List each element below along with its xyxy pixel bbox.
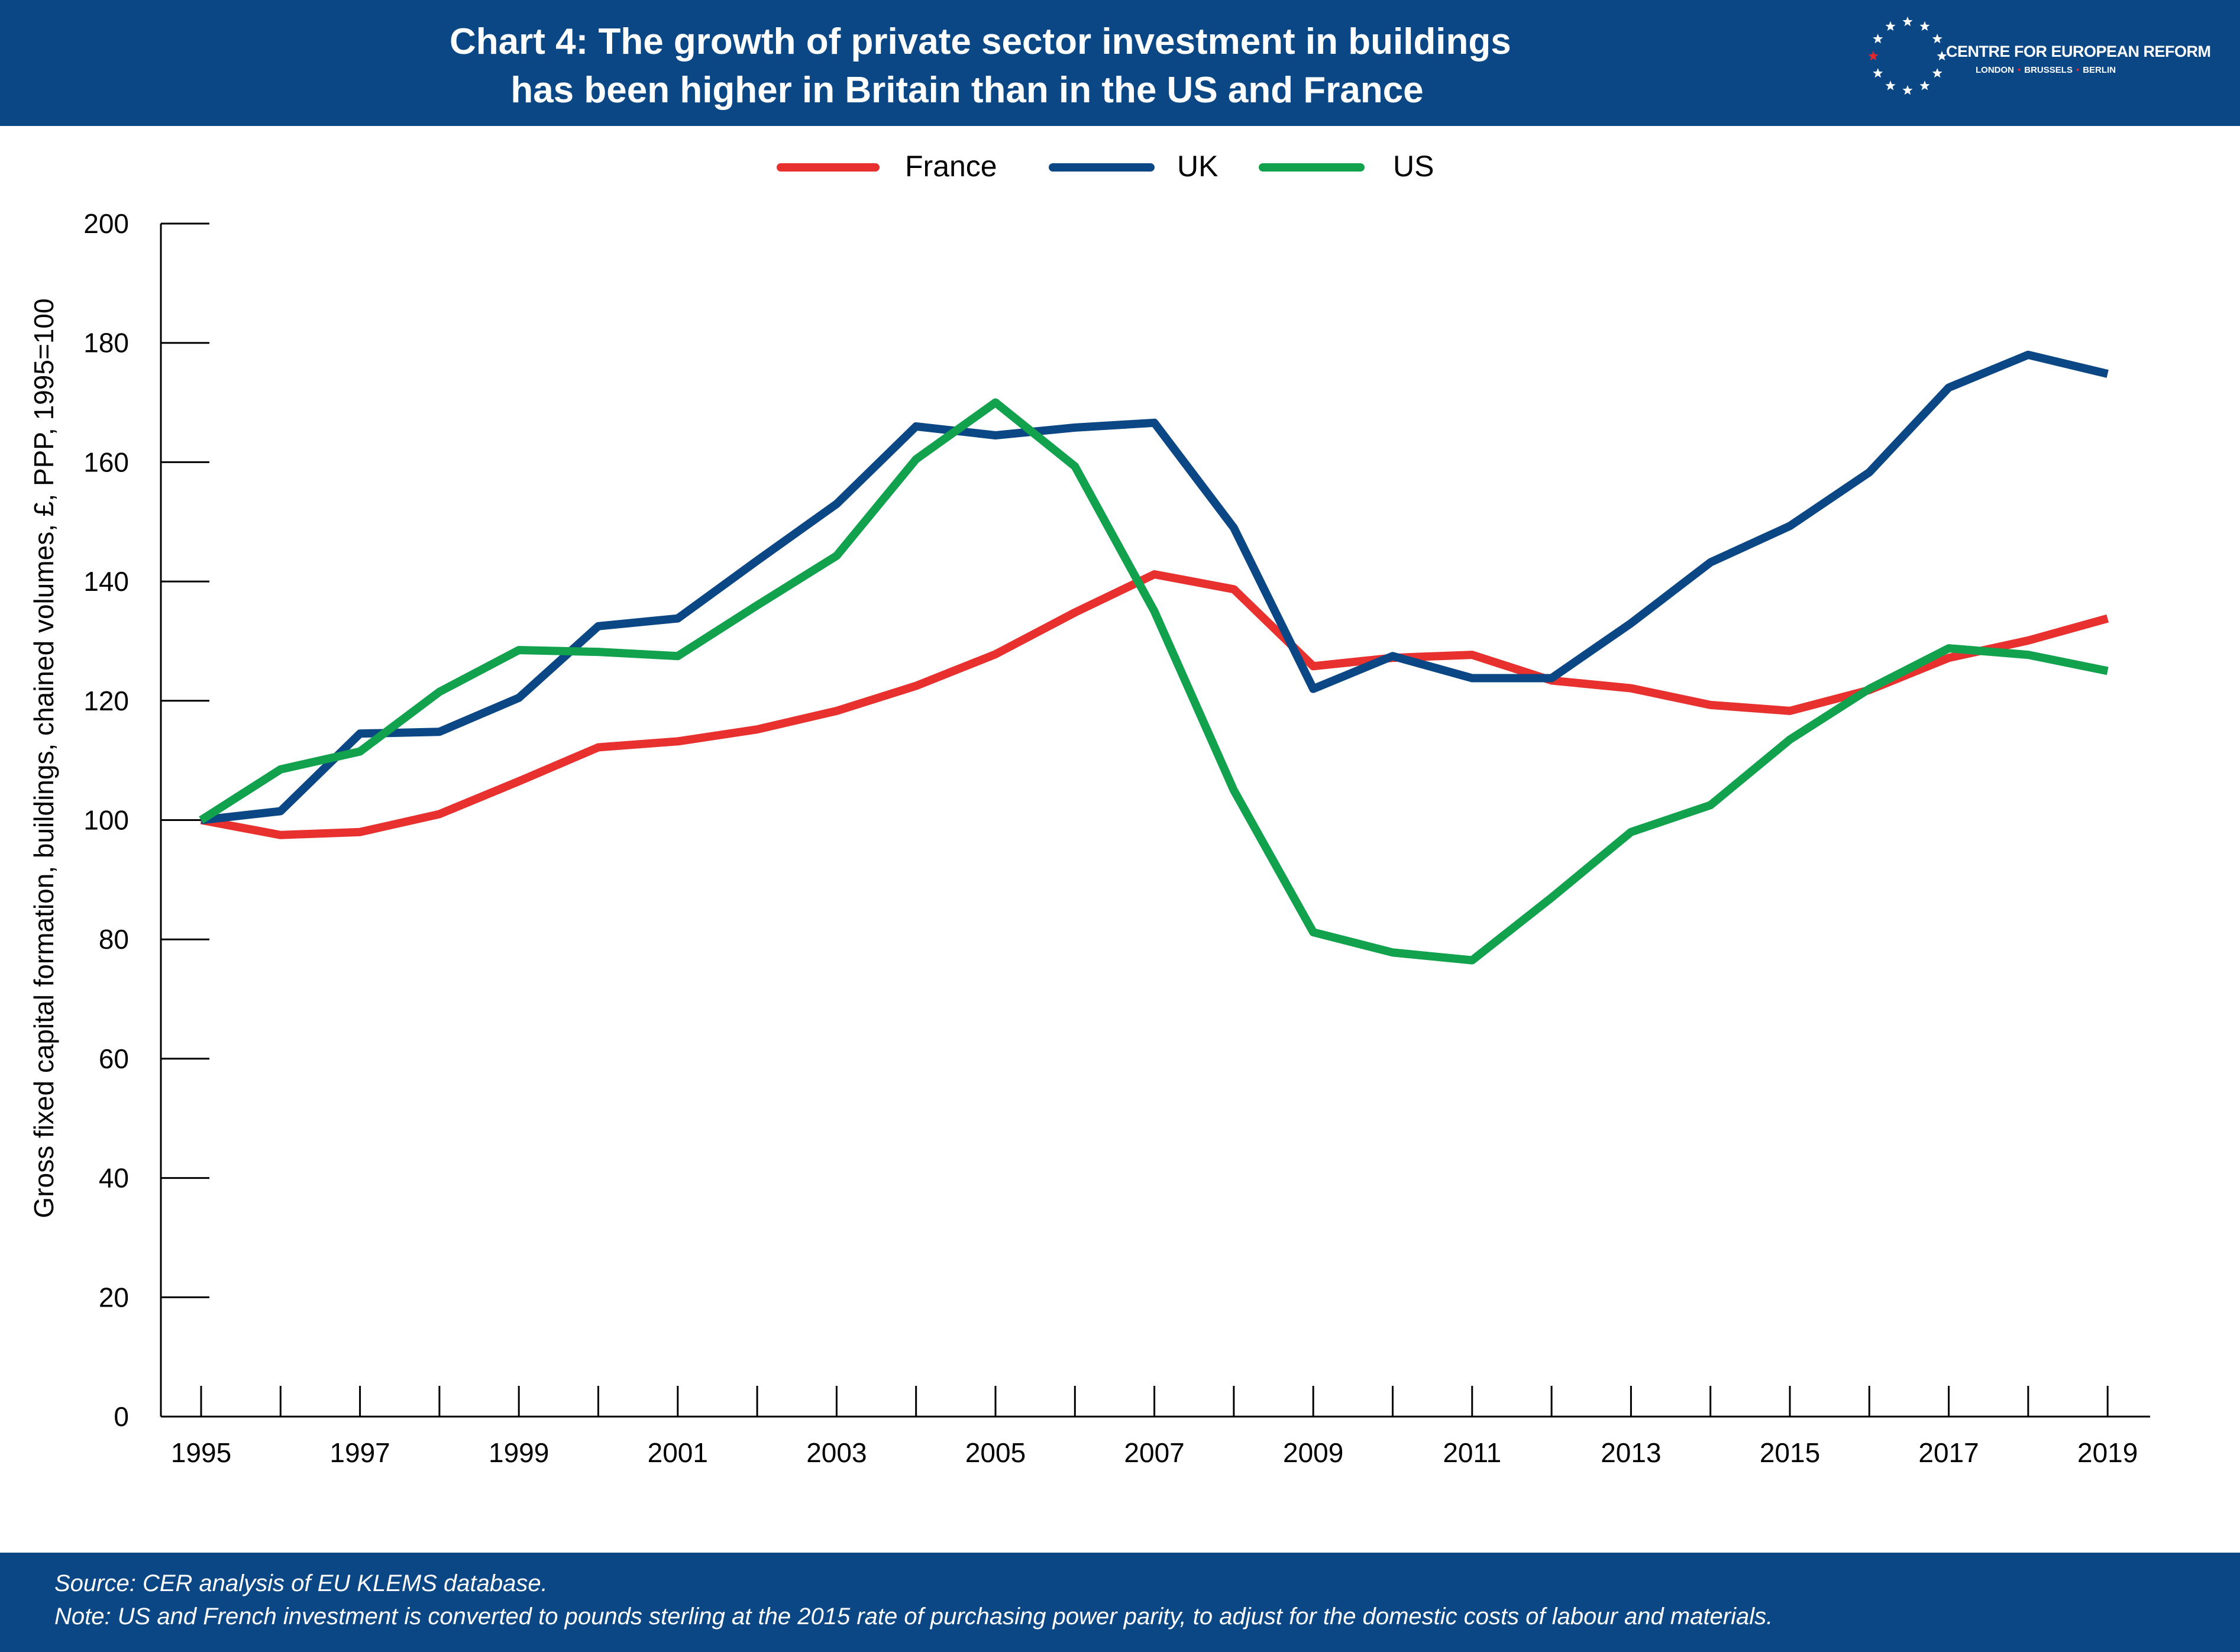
chart-header: Chart 4: The growth of private sector in…: [0, 0, 2240, 126]
logo-name: CENTRE FOR EUROPEAN REFORM: [1946, 43, 2211, 60]
star-icon: [1885, 21, 1896, 31]
cer-logo: CENTRE FOR EUROPEAN REFORM LONDON • BRUSSE…: [1863, 12, 2211, 101]
x-tick-label: 2015: [1760, 1437, 1820, 1468]
line-chart: 0 20 40 60 80 100 120 140 160 180 200 Gross fixed c…: [28, 150, 2150, 1468]
x-tick-label: 2003: [806, 1437, 867, 1468]
y-tick-label: 120: [83, 686, 129, 716]
series-line-uk: [201, 350, 2109, 825]
x-tick-label: 1995: [171, 1437, 231, 1468]
methodology-note: Note: US and French investment is conver…: [54, 1603, 1773, 1630]
source-note: Source: CER analysis of EU KLEMS databas…: [54, 1570, 548, 1596]
logo-cities: LONDON • BRUSSELS • BERLIN: [1976, 65, 2116, 75]
star-icon: [1868, 51, 1879, 61]
x-tick-label: 2007: [1124, 1437, 1184, 1468]
logo-city-london: LONDON: [1976, 65, 2014, 75]
y-tick-label: 40: [99, 1163, 129, 1194]
y-tick-label: 0: [114, 1401, 129, 1432]
x-tick-label: 1997: [329, 1437, 390, 1468]
x-tick-label: 1999: [489, 1437, 549, 1468]
y-tick-label: 160: [83, 447, 129, 477]
chart-footer: Source: CER analysis of EU KLEMS databas…: [0, 1553, 2240, 1652]
star-icon: [1885, 80, 1896, 90]
x-tick-label: 2009: [1283, 1437, 1343, 1468]
star-icon: [1873, 68, 1883, 78]
x-tick-label: 2005: [965, 1437, 1026, 1468]
legend-label-uk: UK: [1177, 150, 1218, 183]
star-icon: [1919, 80, 1930, 90]
series-line-us: [199, 398, 2109, 965]
y-tick-label: 200: [83, 208, 129, 239]
legend-label-us: US: [1393, 150, 1434, 183]
star-icon: [1932, 34, 1942, 44]
star-icon: [1932, 68, 1942, 78]
logo-city-brussels: BRUSSELS: [2024, 65, 2073, 75]
y-tick-label: 180: [83, 328, 129, 358]
x-tick-label: 2017: [1918, 1437, 1979, 1468]
y-tick-label: 140: [83, 566, 129, 597]
star-icon: [1902, 85, 1913, 95]
x-tick-label: 2013: [1601, 1437, 1661, 1468]
legend-label-france: France: [905, 150, 997, 183]
chart-title: Chart 4: The growth of private sector in…: [450, 18, 1511, 115]
series-line-france: [200, 570, 2109, 839]
y-tick-label: 20: [99, 1282, 129, 1312]
star-icon: [1919, 21, 1930, 31]
x-tick-label: 2001: [648, 1437, 708, 1468]
x-tick-label: 2011: [1443, 1437, 1501, 1468]
logo-city-berlin: BERLIN: [2083, 65, 2116, 75]
logo-city-separator: •: [2076, 65, 2080, 75]
star-icon: [1902, 17, 1913, 27]
x-tick-label: 2019: [2077, 1437, 2138, 1468]
y-tick-label: 100: [83, 805, 129, 836]
logo-star-ring: [1868, 17, 1947, 95]
y-axis-title: Gross fixed capital formation, buildings…: [28, 298, 59, 1218]
chart-title-line-2: has been higher in Britain than in the U…: [510, 70, 1424, 111]
star-icon: [1937, 51, 1947, 61]
logo-city-separator: •: [2018, 65, 2021, 75]
star-icon: [1873, 34, 1883, 44]
y-tick-label: 80: [99, 924, 129, 955]
chart-area: 0 20 40 60 80 100 120 140 160 180 200 Gross fixed c…: [0, 126, 2240, 1551]
chart-title-line-1: Chart 4: The growth of private sector in…: [450, 21, 1511, 62]
y-tick-label: 60: [99, 1043, 129, 1074]
